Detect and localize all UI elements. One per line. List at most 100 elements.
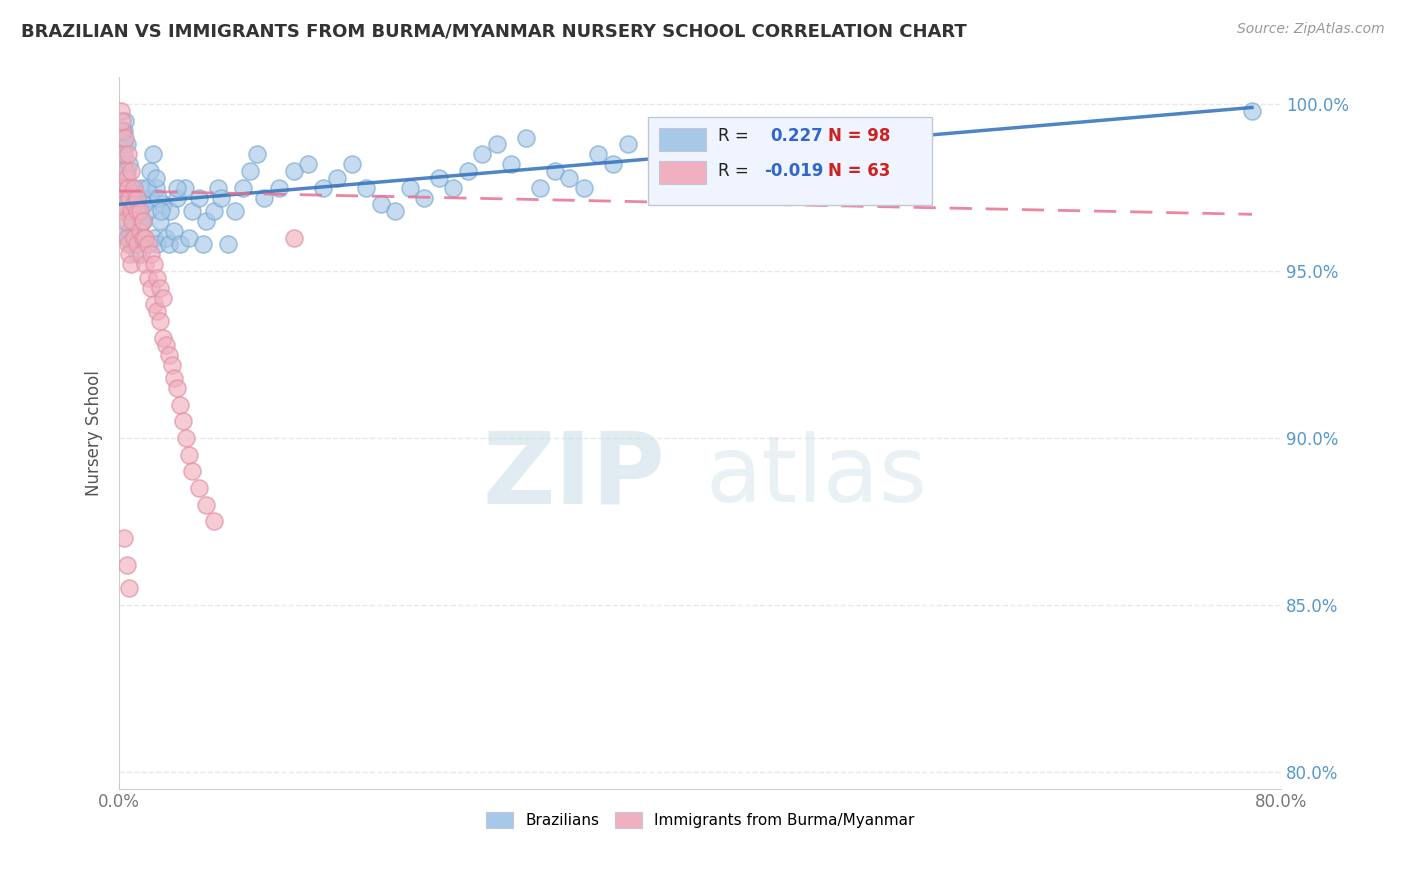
Point bbox=[267, 180, 290, 194]
Point bbox=[188, 191, 211, 205]
Point bbox=[129, 247, 152, 261]
Point bbox=[501, 157, 523, 171]
Point bbox=[114, 214, 136, 228]
Point bbox=[166, 191, 188, 205]
Point bbox=[112, 147, 135, 161]
Point bbox=[122, 197, 145, 211]
Point bbox=[141, 191, 163, 205]
Point bbox=[174, 431, 197, 445]
Point bbox=[143, 297, 166, 311]
Point bbox=[155, 337, 177, 351]
Point bbox=[121, 230, 143, 244]
Point bbox=[163, 224, 186, 238]
Y-axis label: Nursery School: Nursery School bbox=[86, 370, 103, 496]
Point bbox=[457, 164, 479, 178]
Point bbox=[134, 257, 156, 271]
Point bbox=[131, 214, 153, 228]
Point bbox=[311, 180, 333, 194]
Point bbox=[125, 204, 148, 219]
Point bbox=[118, 191, 141, 205]
Point bbox=[118, 581, 141, 595]
Point bbox=[193, 237, 215, 252]
Point bbox=[120, 204, 142, 219]
Point bbox=[121, 180, 143, 194]
Point bbox=[120, 237, 142, 252]
Point bbox=[135, 180, 157, 194]
Point bbox=[118, 247, 141, 261]
Point bbox=[131, 214, 153, 228]
Point bbox=[155, 230, 177, 244]
Point bbox=[141, 247, 163, 261]
Point bbox=[117, 180, 139, 194]
Point bbox=[124, 191, 146, 205]
Point bbox=[111, 124, 134, 138]
Text: N = 98: N = 98 bbox=[828, 128, 890, 145]
Point bbox=[326, 170, 349, 185]
Point bbox=[159, 204, 181, 219]
Point bbox=[602, 157, 624, 171]
Point bbox=[148, 191, 170, 205]
Point bbox=[398, 180, 420, 194]
Point bbox=[136, 237, 159, 252]
Point bbox=[112, 204, 135, 219]
Point bbox=[354, 180, 377, 194]
Point bbox=[217, 237, 239, 252]
Point bbox=[1240, 103, 1263, 118]
Point bbox=[112, 137, 135, 152]
Point bbox=[544, 164, 567, 178]
Point bbox=[112, 124, 135, 138]
Point bbox=[441, 180, 464, 194]
Point bbox=[127, 204, 149, 219]
Point bbox=[239, 164, 262, 178]
Point bbox=[157, 347, 180, 361]
Point bbox=[132, 197, 155, 211]
Point bbox=[115, 558, 138, 572]
Text: Source: ZipAtlas.com: Source: ZipAtlas.com bbox=[1237, 22, 1385, 37]
Point bbox=[122, 230, 145, 244]
Point bbox=[166, 381, 188, 395]
Point bbox=[117, 180, 139, 194]
Point bbox=[177, 230, 200, 244]
Point bbox=[163, 371, 186, 385]
Point bbox=[125, 237, 148, 252]
Point bbox=[616, 137, 638, 152]
Point bbox=[136, 270, 159, 285]
Point bbox=[515, 130, 537, 145]
Point bbox=[118, 157, 141, 171]
Point bbox=[117, 147, 139, 161]
Point bbox=[172, 414, 194, 428]
Point bbox=[283, 230, 305, 244]
Point bbox=[232, 180, 254, 194]
Point bbox=[471, 147, 494, 161]
Point bbox=[224, 204, 246, 219]
Point bbox=[149, 314, 172, 328]
Point bbox=[157, 237, 180, 252]
Point bbox=[111, 113, 134, 128]
Point bbox=[558, 170, 581, 185]
Point bbox=[180, 464, 202, 478]
Point bbox=[145, 180, 167, 194]
Point bbox=[136, 204, 159, 219]
Point bbox=[122, 214, 145, 228]
Point bbox=[110, 180, 132, 194]
Point bbox=[529, 180, 551, 194]
Point bbox=[146, 304, 169, 318]
Point bbox=[169, 237, 191, 252]
Text: R =: R = bbox=[717, 128, 748, 145]
Point bbox=[111, 180, 134, 194]
Point bbox=[160, 358, 183, 372]
Point bbox=[114, 164, 136, 178]
Point bbox=[111, 157, 134, 171]
Point bbox=[152, 291, 174, 305]
Point bbox=[129, 180, 152, 194]
Point bbox=[209, 191, 232, 205]
Point bbox=[143, 257, 166, 271]
Point bbox=[112, 191, 135, 205]
Point bbox=[427, 170, 450, 185]
Point bbox=[117, 230, 139, 244]
Point bbox=[118, 191, 141, 205]
Legend: Brazilians, Immigrants from Burma/Myanmar: Brazilians, Immigrants from Burma/Myanma… bbox=[479, 806, 921, 834]
FancyBboxPatch shape bbox=[659, 128, 706, 151]
Point bbox=[125, 191, 148, 205]
Point bbox=[202, 204, 225, 219]
